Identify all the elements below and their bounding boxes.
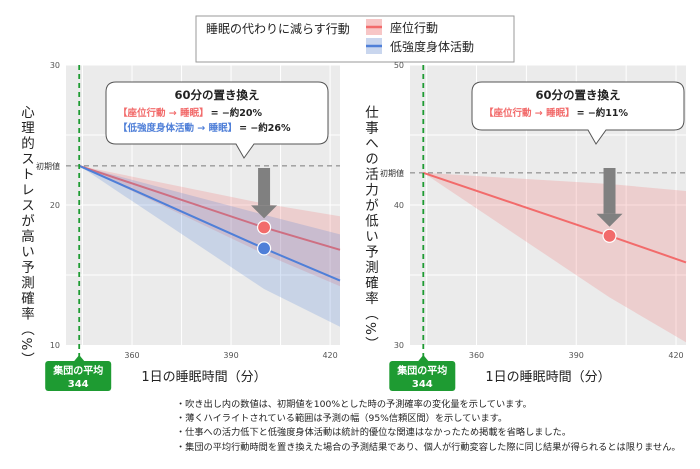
group-mean-label: 集団の平均 [396,364,447,377]
group-mean-badge-pointer [418,355,429,361]
y-tick-label: 30 [50,61,60,70]
arrow-shaft [258,168,271,206]
arrow-shaft [603,168,616,214]
group-mean-badge [389,361,456,391]
x-tick-label: 390 [223,351,238,360]
legend-label-light-activity: 低強度身体活動 [390,39,474,54]
callout-line: 【座位行動 → 睡眠】 = −約11% [484,107,629,119]
footnote: ・仕事への活力低下と低強度身体活動は統計的優位な関連はなかったため掲載を省略しま… [176,427,572,439]
callout-title: 60分の置き換え [174,88,259,102]
legend-title: 睡眠の代わりに減らす行動 [206,21,350,36]
footnote: ・薄くハイライトされている範囲は予測の幅（95%信頼区間）を示しています。 [176,413,508,425]
group-mean-value: 344 [68,379,89,390]
y-tick-label: 30 [394,341,404,350]
legend-label-sedentary: 座位行動 [390,20,438,35]
callout-bubble [471,81,685,145]
y-tick-label: 50 [394,61,404,70]
y-tick-label: 10 [50,341,60,350]
callout-line-label: 【低強度身体活動 → 睡眠】 [118,122,237,134]
callout-line: 【座位行動 → 睡眠】 = −約20% [118,107,263,119]
group-mean-value: 344 [412,379,433,390]
callout-bubble [105,81,329,159]
point-marker [256,220,272,235]
footnotes: ・吹き出し内の数値は、初期値を100%とした時の予測確率の変化量を示しています。… [176,398,696,455]
left-x-axis-title: 1日の睡眠時間（分） [141,370,266,385]
left-y-axis-title: 心理的ストレスが高い予測確率（%） [18,105,35,368]
group-mean-badge-pointer [74,355,85,361]
point-marker [602,228,617,243]
callout-line-value: = −約26% [239,122,291,134]
callout-line: 【低強度身体活動 → 睡眠】 = −約26% [118,122,291,134]
group-mean-label: 集団の平均 [52,364,103,377]
x-tick-label: 390 [569,351,584,360]
group-mean-badge [45,361,112,391]
right-y-axis-title: 仕事への活力が低い予測確率（%） [362,105,379,352]
right-x-axis-title: 1日の睡眠時間（分） [485,370,610,385]
callout-line-value: = −約20% [211,107,263,119]
callout-line-label: 【座位行動 → 睡眠】 [484,107,575,119]
confidence-band [79,165,340,327]
arrow-head [596,213,623,227]
x-tick-label: 420 [322,351,337,360]
x-tick-label: 420 [668,351,683,360]
callout-title: 60分の置き換え [535,88,620,102]
y-tick-label: 40 [394,201,404,210]
footnote: ・吹き出し内の数値は、初期値を100%とした時の予測確率の変化量を示しています。 [176,399,532,410]
baseline-label: 初期値 [36,161,60,171]
arrow-head [251,205,278,219]
callout-line-label: 【座位行動 → 睡眠】 [118,107,209,119]
x-tick-label: 360 [469,351,484,360]
callout-line-value: = −約11% [577,107,629,119]
x-tick-label: 360 [124,351,139,360]
y-tick-label: 20 [50,201,60,210]
footnote: ・集団の平均行動時間を置き換えた場合の予測結果であり、個人が行動変容した際に同じ… [176,441,681,453]
point-marker [256,241,272,256]
legend: 睡眠の代わりに減らす行動 座位行動 低強度身体活動 [195,15,515,63]
baseline-label: 初期値 [380,168,404,178]
